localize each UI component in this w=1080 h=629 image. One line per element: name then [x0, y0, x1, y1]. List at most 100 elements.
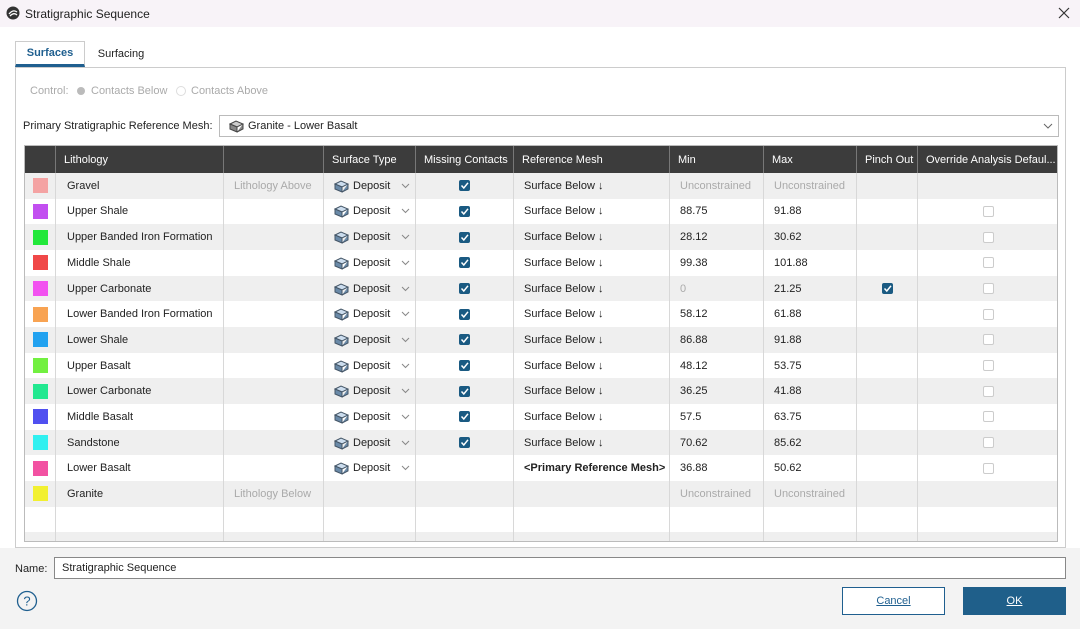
chevron: [401, 308, 410, 320]
checkbox[interactable]: [459, 411, 470, 423]
header-cell: [25, 146, 56, 173]
cell: Lower Banded Iron Formation: [56, 301, 224, 327]
cell: Surface Below ↓: [514, 352, 670, 379]
cell: Surface Below ↓: [514, 224, 670, 250]
radio[interactable]: [176, 86, 186, 96]
color-swatch[interactable]: [33, 486, 48, 502]
checkbox[interactable]: [459, 437, 470, 449]
checkbox[interactable]: [982, 334, 994, 346]
cell: 91.88: [764, 198, 857, 225]
tab-panel: [15, 67, 1066, 548]
checkbox[interactable]: [982, 205, 994, 217]
surface-type-dropdown[interactable]: Deposit: [334, 436, 414, 450]
cell: Deposit: [324, 275, 416, 302]
surface-type-dropdown[interactable]: Deposit: [334, 179, 414, 193]
checkbox[interactable]: [982, 360, 994, 372]
max: 41.88: [774, 385, 802, 398]
ok-button[interactable]: OK: [963, 587, 1066, 615]
radio-label[interactable]: Contacts Above: [191, 85, 269, 97]
checkbox[interactable]: [982, 462, 994, 474]
checkbox[interactable]: [459, 334, 470, 346]
name-input[interactable]: Stratigraphic Sequence: [54, 557, 1066, 579]
min: 86.88: [680, 333, 708, 346]
color-swatch[interactable]: [33, 409, 48, 425]
cell: 85.62: [764, 429, 857, 456]
checkbox[interactable]: [982, 283, 994, 294]
cell: [918, 301, 1057, 327]
checkbox[interactable]: [459, 257, 470, 269]
color-swatch[interactable]: [33, 358, 48, 374]
checkbox[interactable]: [459, 283, 470, 294]
color-swatch[interactable]: [33, 332, 48, 348]
min: 28.12: [680, 231, 708, 244]
checkbox[interactable]: [982, 308, 994, 320]
cell: Deposit: [324, 352, 416, 379]
cell: Surface Below ↓: [514, 429, 670, 456]
cell: Unconstrained: [670, 481, 764, 507]
reference-mesh: Surface Below ↓: [524, 385, 604, 398]
color-swatch[interactable]: [33, 229, 48, 245]
checkbox[interactable]: [982, 385, 994, 397]
cell: [670, 506, 764, 533]
checkbox[interactable]: [459, 180, 470, 192]
cell: 57.5: [670, 404, 764, 430]
table-row: Lower Banded Iron Formation Deposit Surfac…: [25, 301, 1057, 327]
color-swatch[interactable]: [33, 460, 48, 476]
lithology: Granite: [67, 487, 104, 500]
cell: [918, 250, 1057, 276]
radio-checked[interactable]: [77, 87, 85, 95]
table-row: [25, 532, 1057, 541]
surface-type: Deposit: [353, 462, 391, 475]
cell: Deposit: [324, 198, 416, 225]
max: Unconstrained: [774, 487, 845, 500]
color-swatch[interactable]: [33, 281, 48, 296]
cell: Deposit: [324, 173, 416, 199]
surface-type-dropdown[interactable]: Deposit: [334, 359, 414, 373]
checkbox[interactable]: [881, 283, 893, 294]
cell: Surface Below ↓: [514, 198, 670, 225]
table: Lithology Surface Type Missing Contacts Ref…: [24, 145, 1058, 542]
help-button[interactable]: ?: [16, 590, 38, 612]
tab-active[interactable]: Surfaces: [15, 41, 85, 67]
color-swatch[interactable]: [33, 435, 48, 451]
name-label: Name:: [15, 563, 48, 575]
surface-type-dropdown[interactable]: Deposit: [334, 204, 414, 219]
min: 0: [680, 282, 687, 295]
checkbox[interactable]: [459, 308, 470, 320]
checkbox[interactable]: [459, 205, 470, 217]
surface-type-dropdown[interactable]: Deposit: [334, 384, 414, 398]
checkbox[interactable]: [982, 231, 994, 243]
checkbox[interactable]: [982, 437, 994, 449]
surface-type-dropdown[interactable]: Deposit: [334, 256, 414, 270]
surface-type-dropdown[interactable]: Deposit: [334, 410, 414, 424]
mesh-dropdown[interactable]: Granite - Lower Basalt: [219, 115, 1059, 137]
checkbox[interactable]: [459, 231, 470, 243]
title-bar: Stratigraphic Sequence: [0, 0, 1080, 27]
svg-text:?: ?: [23, 594, 30, 609]
close-button[interactable]: [1058, 7, 1070, 19]
color-swatch[interactable]: [33, 383, 48, 399]
surface-type-dropdown[interactable]: Deposit: [334, 333, 414, 347]
chevron: [401, 283, 410, 295]
min: 57.5: [680, 410, 702, 423]
checkbox[interactable]: [982, 411, 994, 423]
checkbox[interactable]: [982, 257, 994, 269]
tab[interactable]: Surfacing: [97, 48, 145, 60]
color-swatch[interactable]: [33, 255, 48, 271]
surface-type-dropdown[interactable]: Deposit: [334, 307, 414, 321]
checkbox[interactable]: [459, 360, 470, 372]
cell: 41.88: [764, 378, 857, 405]
color-swatch[interactable]: [33, 178, 48, 194]
chevron: [401, 180, 410, 192]
surface-type-dropdown[interactable]: Deposit: [334, 230, 414, 244]
color-swatch[interactable]: [33, 203, 48, 219]
cell: [25, 327, 56, 353]
cell: [857, 455, 918, 482]
cancel-button[interactable]: Cancel: [842, 587, 945, 615]
color-swatch[interactable]: [33, 306, 48, 322]
radio-label[interactable]: Contacts Below: [91, 85, 168, 97]
column-header: Lithology: [56, 146, 224, 173]
checkbox[interactable]: [459, 385, 470, 397]
surface-type-dropdown[interactable]: Deposit: [334, 282, 414, 296]
surface-type-dropdown[interactable]: Deposit: [334, 461, 414, 475]
